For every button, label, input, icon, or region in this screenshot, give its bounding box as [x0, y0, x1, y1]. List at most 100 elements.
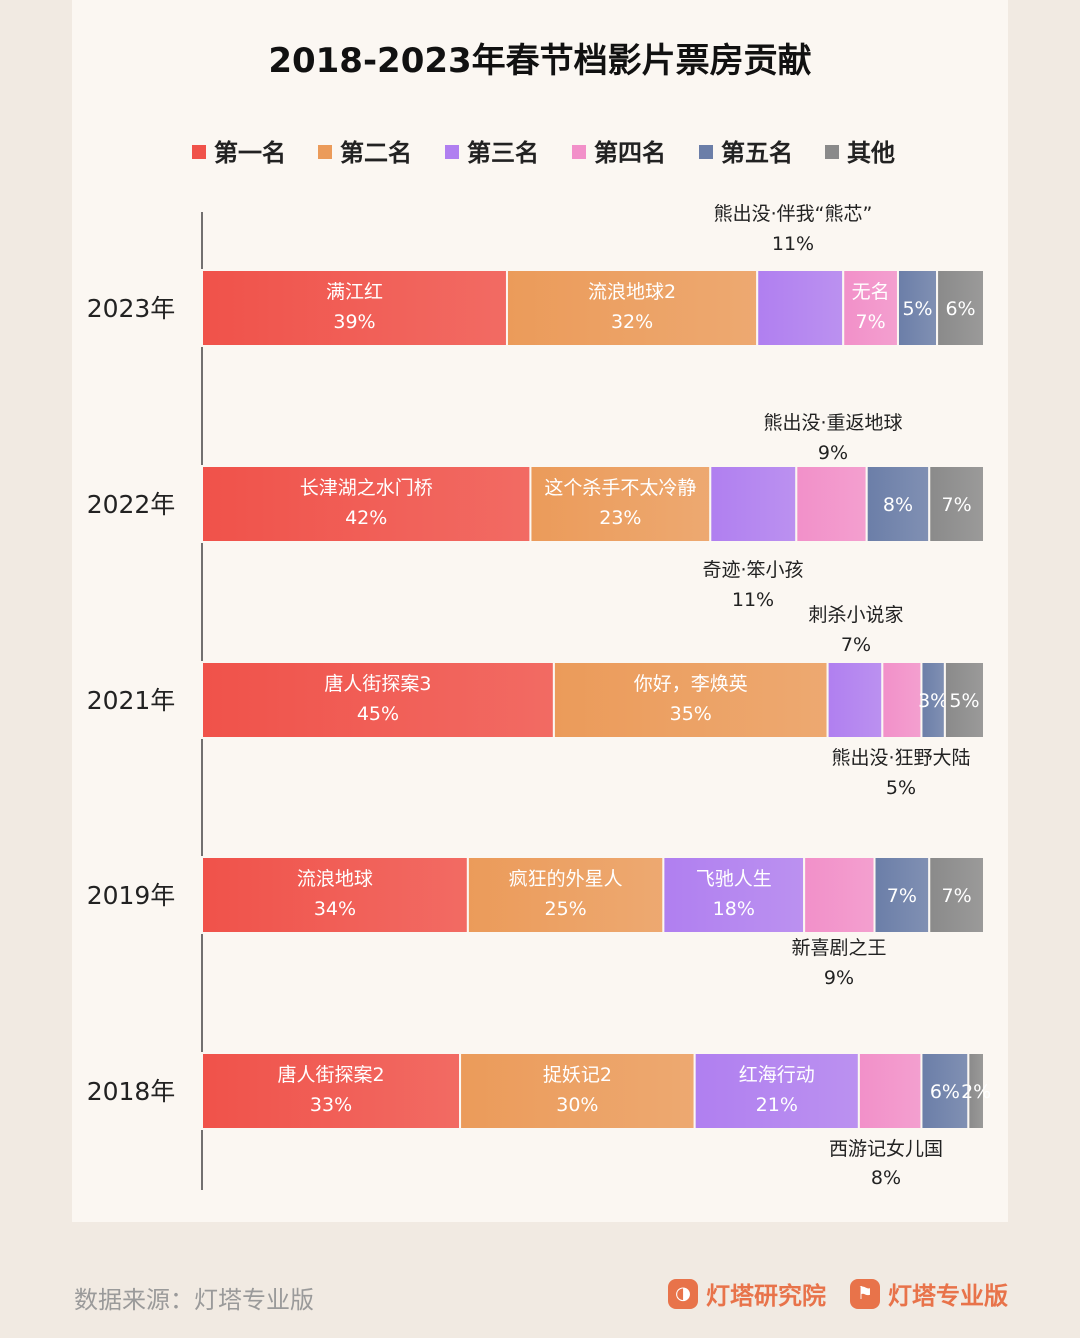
segment-value-label: 5% — [949, 690, 979, 712]
segment-value-label: 42% — [345, 507, 387, 529]
legend-swatch — [572, 145, 586, 159]
segment-value-label: 8% — [883, 494, 913, 516]
segment-value-label: 30% — [556, 1094, 598, 1116]
segment-film-label: 飞驰人生 — [696, 868, 772, 890]
bar-segment — [552, 661, 829, 739]
lighthouse-app-icon: ⚑ — [850, 1278, 880, 1309]
lighthouse-icon: ◑ — [668, 1278, 698, 1309]
legend-entry: 第三名 — [467, 139, 539, 167]
bar-segment — [928, 465, 986, 543]
segment-value-label: 32% — [611, 311, 653, 333]
bar-segment — [466, 856, 665, 934]
year-label: 2019年 — [87, 881, 176, 910]
bar-segment — [709, 465, 798, 543]
segment-film-label: 满江红 — [326, 281, 383, 303]
segment-film-label: 疯狂的外星人 — [509, 868, 623, 890]
callout-value-label: 11% — [772, 233, 814, 255]
bar-segment — [693, 1052, 860, 1130]
segment-film-label: 流浪地球 — [297, 868, 373, 890]
year-label: 2021年 — [87, 686, 176, 715]
segment-value-label: 7% — [887, 885, 917, 907]
bar-segment — [936, 269, 986, 347]
segment-value-label: 2% — [961, 1081, 991, 1103]
bar-segment — [201, 269, 508, 347]
bar-segment — [756, 269, 845, 347]
segment-value-label: 39% — [333, 311, 375, 333]
legend-swatch — [192, 145, 206, 159]
callout-value-label: 9% — [824, 967, 854, 989]
bar-segment — [881, 661, 923, 739]
segment-value-label: 7% — [856, 311, 886, 333]
segment-film-label: 你好，李焕英 — [634, 673, 748, 695]
brand-pro-label: 灯塔专业版 — [888, 1282, 1008, 1310]
legend-entry: 其他 — [847, 139, 895, 167]
brand-pro[interactable]: ⚑ 灯塔专业版 — [850, 1276, 1008, 1311]
year-label: 2023年 — [87, 294, 176, 323]
bar-segment — [826, 661, 884, 739]
segment-value-label: 6% — [930, 1081, 960, 1103]
chart-card — [72, 0, 1008, 1222]
legend-entry: 第四名 — [594, 139, 666, 167]
segment-value-label: 35% — [670, 703, 712, 725]
segment-value-label: 25% — [545, 898, 587, 920]
callout-film-label: 熊出没·重返地球 — [763, 412, 902, 434]
callout-film-label: 西游记女儿国 — [829, 1138, 943, 1160]
year-label: 2022年 — [87, 490, 176, 519]
callout-film-label: 熊出没·狂野大陆 — [831, 747, 970, 769]
bar-segment — [857, 1052, 923, 1130]
segment-value-label: 23% — [599, 507, 641, 529]
callout-value-label: 9% — [818, 442, 848, 464]
segment-value-label: 7% — [942, 885, 972, 907]
legend-swatch — [825, 145, 839, 159]
segment-value-label: 6% — [945, 298, 975, 320]
callout-film-label: 新喜剧之王 — [791, 937, 886, 959]
bar-segment — [201, 661, 555, 739]
footer: 数据来源：灯塔专业版 ◑ 灯塔研究院 ⚑ 灯塔专业版 — [0, 1250, 1080, 1338]
bar-segment — [459, 1052, 696, 1130]
callout-value-label: 5% — [886, 777, 916, 799]
bar-segment — [967, 1052, 985, 1130]
segment-value-label: 7% — [942, 494, 972, 516]
bar-segment — [505, 269, 759, 347]
year-label: 2018年 — [87, 1077, 176, 1106]
segment-value-label: 34% — [314, 898, 356, 920]
bar-segment — [662, 856, 806, 934]
segment-value-label: 21% — [756, 1094, 798, 1116]
callout-value-label: 7% — [841, 634, 871, 656]
legend-entry: 第五名 — [721, 139, 793, 167]
segment-value-label: 45% — [357, 703, 399, 725]
segment-film-label: 无名 — [852, 281, 890, 303]
brand-research-label: 灯塔研究院 — [706, 1282, 826, 1310]
legend-swatch — [699, 145, 713, 159]
data-source-text: 数据来源：灯塔专业版 — [74, 1286, 314, 1314]
segment-value-label: 18% — [713, 898, 755, 920]
bar-segment — [842, 269, 899, 347]
callout-film-label: 奇迹·笨小孩 — [702, 559, 803, 581]
segment-value-label: 5% — [902, 298, 932, 320]
segment-value-label: 3% — [918, 690, 948, 712]
bar-segment — [928, 856, 986, 934]
callout-film-label: 熊出没·伴我“熊芯” — [714, 203, 873, 225]
callout-value-label: 11% — [732, 589, 774, 611]
segment-value-label: 33% — [310, 1094, 352, 1116]
bar-segment — [896, 269, 939, 347]
callout-film-label: 刺杀小说家 — [808, 604, 903, 626]
bar-segment — [201, 465, 532, 543]
legend-swatch — [445, 145, 459, 159]
segment-film-label: 红海行动 — [739, 1064, 815, 1086]
bar-segment — [873, 856, 931, 934]
segment-film-label: 这个杀手不太冷静 — [544, 477, 696, 499]
bar-segment — [943, 661, 986, 739]
callout-value-label: 8% — [871, 1167, 901, 1189]
brand-research[interactable]: ◑ 灯塔研究院 — [668, 1276, 826, 1311]
chart-title: 2018-2023年春节档影片票房贡献 — [268, 41, 811, 81]
bar-segment — [201, 856, 469, 934]
legend-swatch — [318, 145, 332, 159]
bar-segment — [795, 465, 868, 543]
bar-segment — [803, 856, 876, 934]
legend-entry: 第二名 — [340, 139, 412, 167]
segment-film-label: 捉妖记2 — [543, 1064, 612, 1086]
legend-entry: 第一名 — [214, 139, 286, 167]
segment-film-label: 唐人街探案2 — [277, 1064, 384, 1086]
